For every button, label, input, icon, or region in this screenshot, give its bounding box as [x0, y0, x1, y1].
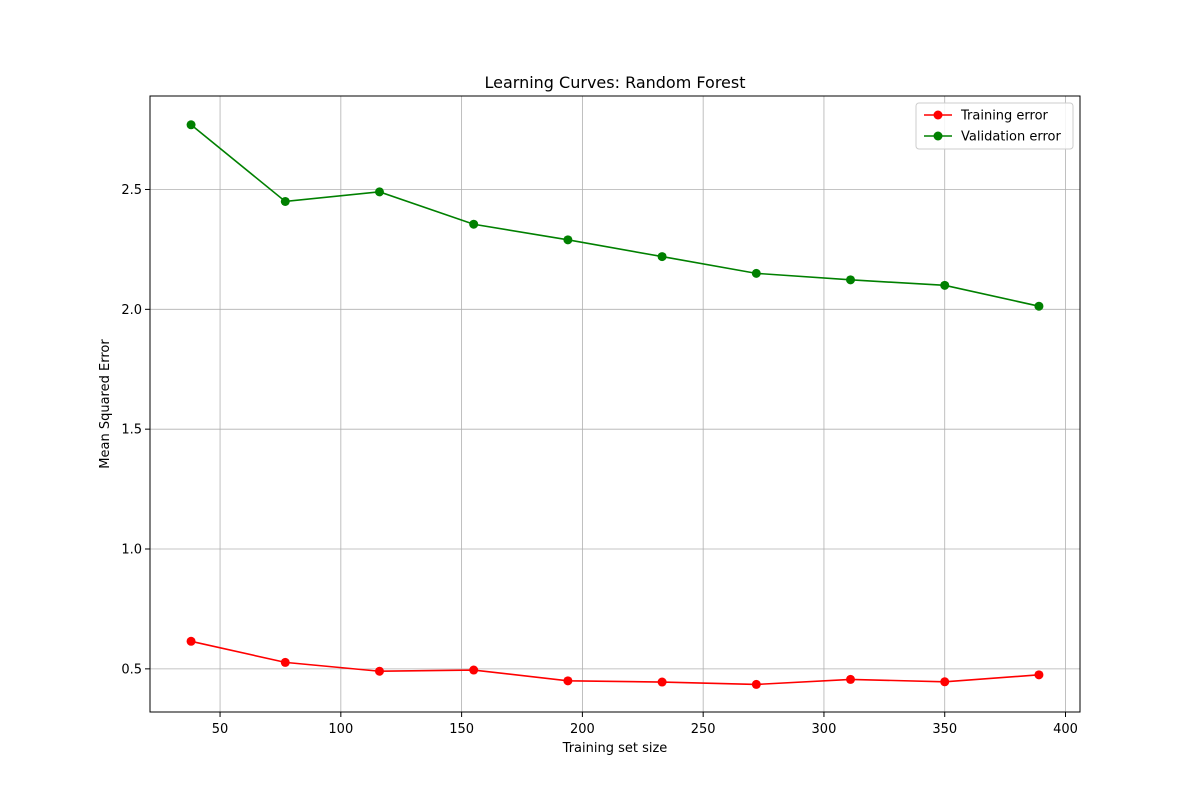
x-tick-label: 150	[449, 722, 474, 737]
legend-item-training-error: Training error	[924, 109, 1049, 124]
legend-label: Training error	[960, 109, 1049, 124]
y-axis-label: Mean Squared Error	[98, 339, 113, 469]
x-tick-label: 200	[570, 722, 595, 737]
plot-area-frame	[149, 95, 1081, 713]
legend: Training error Validation error	[915, 102, 1074, 150]
training-error-point	[563, 676, 573, 686]
validation-error-point	[563, 235, 573, 245]
series-training-error	[186, 636, 1044, 689]
x-axis-ticks: 50 100 150 200 250 300 350 400	[212, 712, 1078, 737]
training-error-point	[280, 657, 290, 667]
validation-error-point	[186, 120, 196, 130]
validation-error-line	[190, 124, 1040, 307]
x-tick-label: 100	[328, 722, 353, 737]
validation-error-point	[751, 268, 761, 278]
validation-error-point	[1034, 301, 1044, 311]
training-error-point	[751, 679, 761, 689]
legend-label: Validation error	[961, 130, 1061, 145]
series-layer	[186, 120, 1044, 689]
chart-title: Learning Curves: Random Forest	[485, 73, 746, 92]
validation-error-point	[469, 219, 479, 229]
training-error-point	[374, 666, 384, 676]
validation-error-point	[280, 196, 290, 206]
legend-item-validation-error: Validation error	[924, 130, 1061, 145]
y-axis-ticks: 0.5 1.0 1.5 2.0 2.5	[121, 183, 150, 677]
x-tick-label: 50	[212, 722, 229, 737]
x-axis-label: Training set size	[562, 741, 668, 756]
training-error-point	[469, 665, 479, 675]
x-tick-label: 350	[932, 722, 957, 737]
validation-error-point	[374, 187, 384, 197]
validation-error-point	[657, 252, 667, 262]
y-tick-label: 0.5	[121, 662, 142, 677]
training-error-point	[940, 677, 950, 687]
training-error-line	[190, 640, 1039, 686]
validation-error-point	[940, 280, 950, 290]
training-error-point	[657, 677, 667, 687]
x-tick-label: 250	[691, 722, 716, 737]
validation-error-point	[846, 275, 856, 285]
y-tick-label: 1.5	[121, 423, 142, 438]
y-tick-label: 2.5	[121, 183, 142, 198]
training-error-point	[846, 674, 856, 684]
training-error-point	[1034, 670, 1044, 680]
grid-lines	[150, 96, 1080, 712]
x-tick-label: 300	[812, 722, 837, 737]
y-tick-label: 1.0	[121, 543, 142, 558]
series-validation-error	[186, 120, 1044, 311]
y-tick-label: 2.0	[121, 303, 142, 318]
legend-marker-swatch	[933, 110, 943, 120]
x-tick-label: 400	[1053, 722, 1078, 737]
legend-box	[915, 102, 1074, 150]
training-error-point	[186, 636, 196, 646]
legend-marker-swatch	[933, 131, 943, 141]
